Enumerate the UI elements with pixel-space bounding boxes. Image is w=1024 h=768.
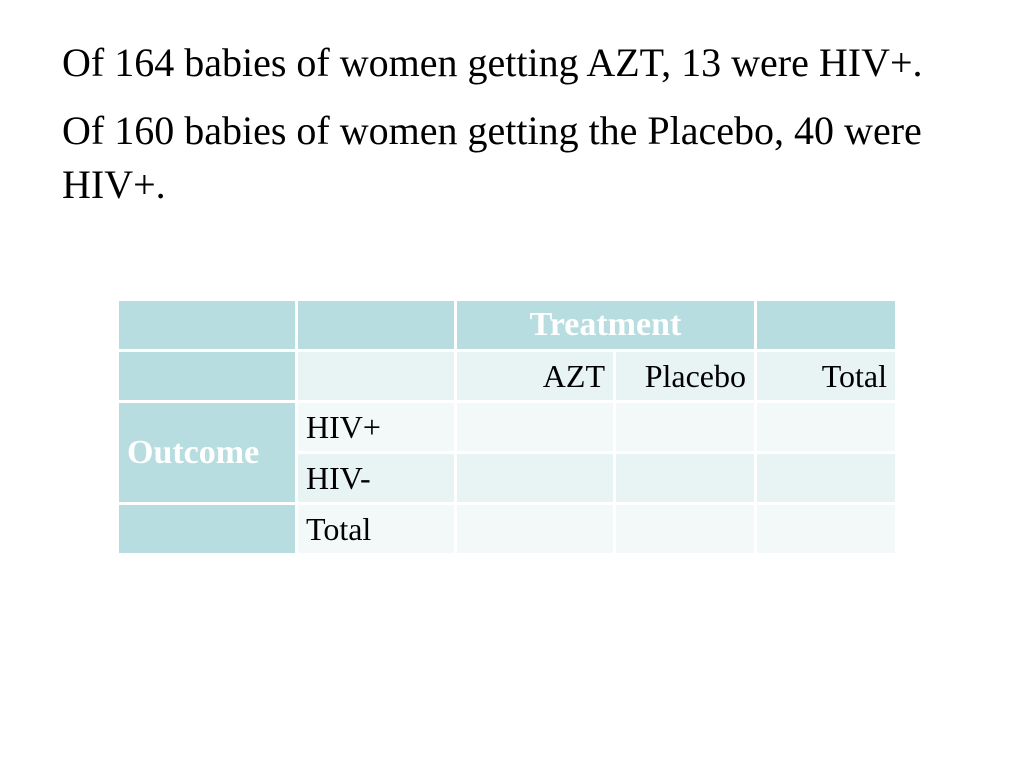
contingency-table: Treatment AZT Placebo Total Outcome HIV+… <box>116 298 898 556</box>
cell-hiv-positive-azt <box>454 400 616 454</box>
table-header-row: Treatment <box>116 298 898 352</box>
row-label-hiv-positive: HIV+ <box>295 400 457 454</box>
column-label-total: Total <box>754 349 898 403</box>
cell-total-total <box>754 502 898 556</box>
cell-total-placebo <box>613 502 757 556</box>
blank-cell <box>295 349 457 403</box>
table-row: Outcome HIV+ <box>116 400 898 505</box>
column-label-placebo: Placebo <box>613 349 757 403</box>
cell-hiv-positive-placebo <box>613 400 757 454</box>
table-row: HIV- <box>117 451 898 505</box>
blank-cell <box>116 502 298 556</box>
outcome-label: Outcome <box>127 433 260 471</box>
cell-hiv-negative-placebo <box>613 451 757 505</box>
treatment-header: Treatment <box>454 298 757 352</box>
header-blank-cell <box>116 298 298 352</box>
row-label-total: Total <box>295 502 457 556</box>
cell-hiv-positive-total <box>754 400 898 454</box>
paragraph-azt: Of 164 babies of women getting AZT, 13 w… <box>62 40 923 85</box>
outcome-group-cell: Outcome <box>116 400 298 505</box>
paragraph-placebo: Of 160 babies of women getting the Place… <box>62 108 922 207</box>
cell-hiv-negative-azt <box>454 451 616 505</box>
header-blank-cell <box>754 298 898 352</box>
slide-body: Of 164 babies of women getting AZT, 13 w… <box>62 36 962 226</box>
column-label-row: AZT Placebo Total <box>116 349 898 403</box>
cell-hiv-negative-total <box>754 451 898 505</box>
row-label-hiv-negative: HIV- <box>295 451 457 505</box>
header-blank-cell <box>295 298 457 352</box>
contingency-table-wrapper: Treatment AZT Placebo Total Outcome HIV+… <box>116 298 898 556</box>
blank-cell <box>116 349 298 403</box>
cell-total-azt <box>454 502 616 556</box>
table-row: Total <box>116 502 898 556</box>
treatment-header-label: Treatment <box>529 306 682 343</box>
column-label-azt: AZT <box>454 349 616 403</box>
